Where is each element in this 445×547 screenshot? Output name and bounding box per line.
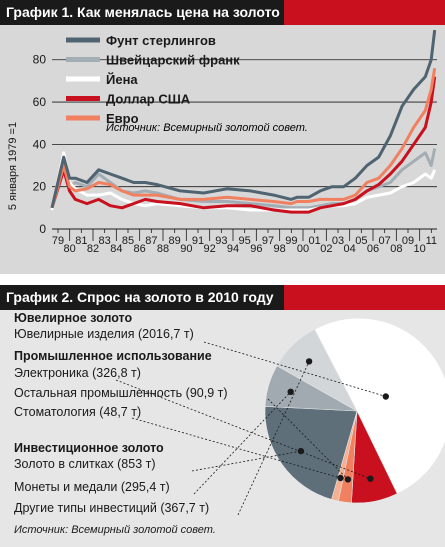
leader-dot [367, 475, 374, 482]
leader-line [191, 450, 301, 472]
chart1-header: График 1. Как менялась цена на золото [0, 0, 445, 25]
series-line [50, 76, 437, 214]
x-tick-label: 99 [285, 235, 297, 247]
legend-item-electronics: Электроника (326,8 т) [14, 366, 141, 380]
leader-line [193, 391, 291, 495]
leader-dot [337, 474, 344, 482]
x-tick-label: 82 [87, 243, 99, 255]
y-tick-label: 20 [33, 180, 47, 194]
pie-slice [314, 317, 445, 495]
pie-slice [264, 406, 358, 500]
leader-line [131, 417, 341, 479]
pie-slice [276, 328, 358, 412]
legend-item-other-industry: Остальная промышленность (90,9 т) [14, 386, 228, 400]
chart1-title: График 1. Как менялась цена на золото [6, 4, 280, 20]
x-tick-label: 89 [169, 235, 181, 247]
chart2-header: График 2. Спрос на золото в 2010 году [0, 285, 445, 310]
y-tick-label: 40 [33, 137, 47, 151]
x-tick-label: 87 [145, 235, 157, 247]
legend-item-dentistry: Стоматология (48,7 т) [14, 405, 142, 419]
x-tick-label: 00 [297, 243, 309, 255]
x-tick-label: 88 [157, 243, 169, 255]
leader-dot [344, 476, 352, 483]
chart1-panel: График 1. Как менялась цена на золото 5 … [0, 0, 445, 274]
legend-label: Швейцарский франк [106, 53, 240, 68]
y-tick-label: 0 [39, 222, 46, 236]
leader-dot [297, 447, 305, 455]
x-tick-label: 79 [52, 235, 64, 247]
x-tick-label: 91 [192, 235, 204, 247]
leader-line [267, 398, 349, 480]
x-tick-label: 94 [227, 243, 239, 255]
x-tick-label: 84 [110, 243, 122, 255]
chart1-header-accent [284, 0, 445, 25]
x-tick-label: 96 [250, 243, 262, 255]
chart2-source: Источник: Всемирный золотой совет. [14, 524, 216, 536]
x-tick-label: 90 [180, 243, 192, 255]
x-tick-label: 86 [134, 243, 146, 255]
leader-dot [382, 393, 389, 400]
legend-label: Йена [106, 72, 138, 87]
x-tick-label: 85 [122, 235, 134, 247]
x-tick-label: 98 [274, 243, 286, 255]
chart2-header-accent [284, 285, 445, 310]
chart1-header-bar [0, 0, 284, 25]
legend-item-jewelry: Ювелирные изделия (2016,7 т) [14, 327, 194, 341]
chart1-source: Источник: Всемирный золотой совет. [106, 122, 308, 134]
leader-dot [305, 358, 313, 365]
x-tick-label: 06 [367, 243, 379, 255]
x-tick-label: 81 [75, 235, 87, 247]
chart2-title: График 2. Спрос на золото в 2010 году [6, 289, 274, 305]
x-tick-label: 08 [390, 243, 402, 255]
legend-item-bars: Золото в слитках (853 т) [14, 457, 156, 471]
legend-item-other-invest: Другие типы инвестиций (367,7 т) [14, 501, 210, 515]
series-line [50, 148, 437, 210]
x-tick-label: 04 [344, 243, 356, 255]
x-tick-label: 03 [332, 235, 344, 247]
y-tick-label: 80 [33, 53, 47, 67]
x-tick-label: 93 [215, 235, 227, 247]
legend-label: Доллар США [106, 92, 191, 107]
group-heading-investment: Инвестиционное золото [14, 441, 164, 455]
x-tick-label: 83 [99, 235, 111, 247]
x-tick-label: 11 [426, 235, 437, 247]
leader-line [237, 361, 310, 516]
x-tick-label: 09 [402, 235, 414, 247]
series-line [50, 29, 437, 209]
x-tick-label: 02 [320, 243, 332, 255]
leader-line [115, 379, 371, 480]
chart2-header-bar [0, 285, 284, 310]
legend-label: Евро [106, 111, 139, 126]
x-tick-label: 10 [414, 243, 426, 255]
x-tick-label: 05 [355, 235, 367, 247]
x-tick-label: 80 [64, 243, 76, 255]
group-heading-industry: Промышленное использование [14, 349, 212, 363]
x-tick-label: 07 [379, 235, 391, 247]
chart2-panel: График 2. Спрос на золото в 2010 году Юв… [0, 285, 445, 547]
x-tick-label: 95 [239, 235, 251, 247]
x-tick-label: 97 [262, 235, 274, 247]
x-tick-label: 92 [204, 243, 216, 255]
group-heading-jewelry: Ювелирное золото [14, 311, 133, 325]
y-tick-label: 60 [33, 95, 47, 109]
legend-label: Фунт стерлингов [106, 33, 216, 48]
series-line [50, 67, 437, 209]
chart2-pie [115, 317, 445, 516]
x-tick-label: 01 [309, 235, 321, 247]
legend-item-coins: Монеты и медали (295,4 т) [14, 480, 170, 494]
chart1-plot: 7980818283848586878889909192939495969798… [33, 29, 437, 255]
leader-dot [287, 388, 294, 395]
